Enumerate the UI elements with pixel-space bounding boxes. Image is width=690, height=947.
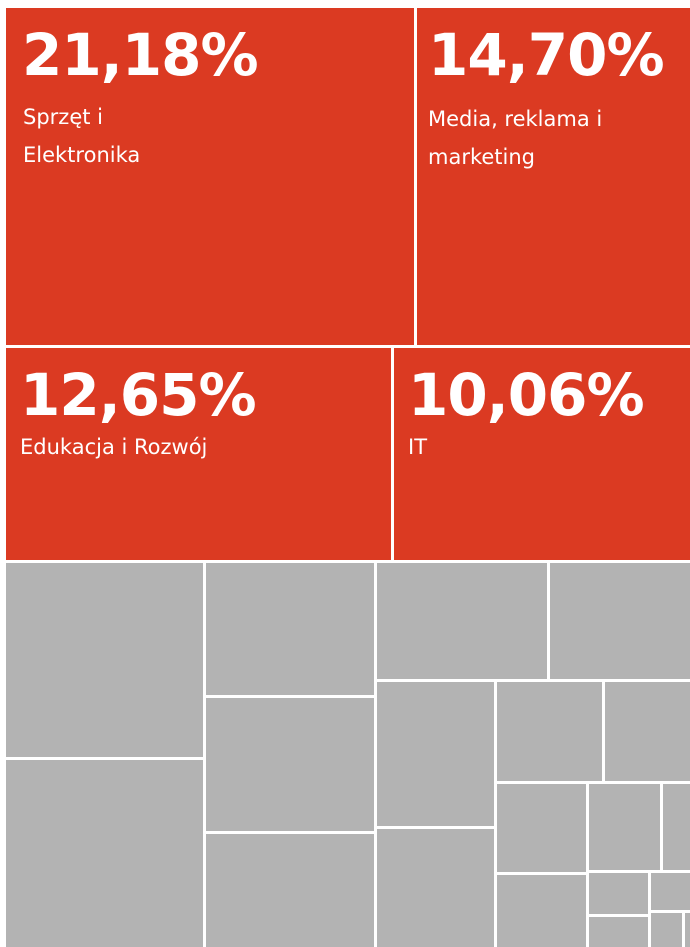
other-cell	[377, 829, 494, 947]
category-label: Sprzęt i Elektronika	[23, 105, 141, 167]
treemap-cell: 14,70% Media, reklama i marketing	[417, 8, 690, 345]
other-cell	[377, 682, 494, 826]
other-cell	[651, 913, 682, 947]
treemap-cell: 10,06% IT	[394, 348, 690, 560]
other-cell	[550, 563, 690, 679]
other-cell	[663, 784, 690, 870]
value-label: 14,70%	[428, 21, 665, 89]
other-cell	[589, 784, 660, 870]
value-label: 12,65%	[20, 361, 257, 429]
category-label: Media, reklama i marketing	[428, 107, 603, 169]
other-cell	[685, 913, 690, 947]
other-cell	[206, 834, 374, 947]
other-cell	[651, 873, 690, 910]
other-cell	[206, 698, 374, 831]
other-cell	[497, 875, 586, 947]
treemap-cell: 12,65% Edukacja i Rozwój	[6, 348, 391, 560]
value-label: 10,06%	[408, 361, 645, 429]
other-cell	[497, 784, 586, 872]
other-cell	[6, 760, 203, 947]
other-cell	[589, 873, 648, 914]
category-label: IT	[408, 435, 428, 459]
category-label: Edukacja i Rozwój	[20, 435, 208, 459]
treemap-cell: 21,18% Sprzęt i Elektronika	[6, 8, 414, 345]
other-cell	[377, 563, 547, 679]
other-cell	[589, 917, 648, 947]
value-label: 21,18%	[22, 21, 259, 89]
other-cell	[206, 563, 374, 695]
other-cell	[6, 563, 203, 757]
other-cell	[497, 682, 602, 781]
other-cell	[605, 682, 690, 781]
